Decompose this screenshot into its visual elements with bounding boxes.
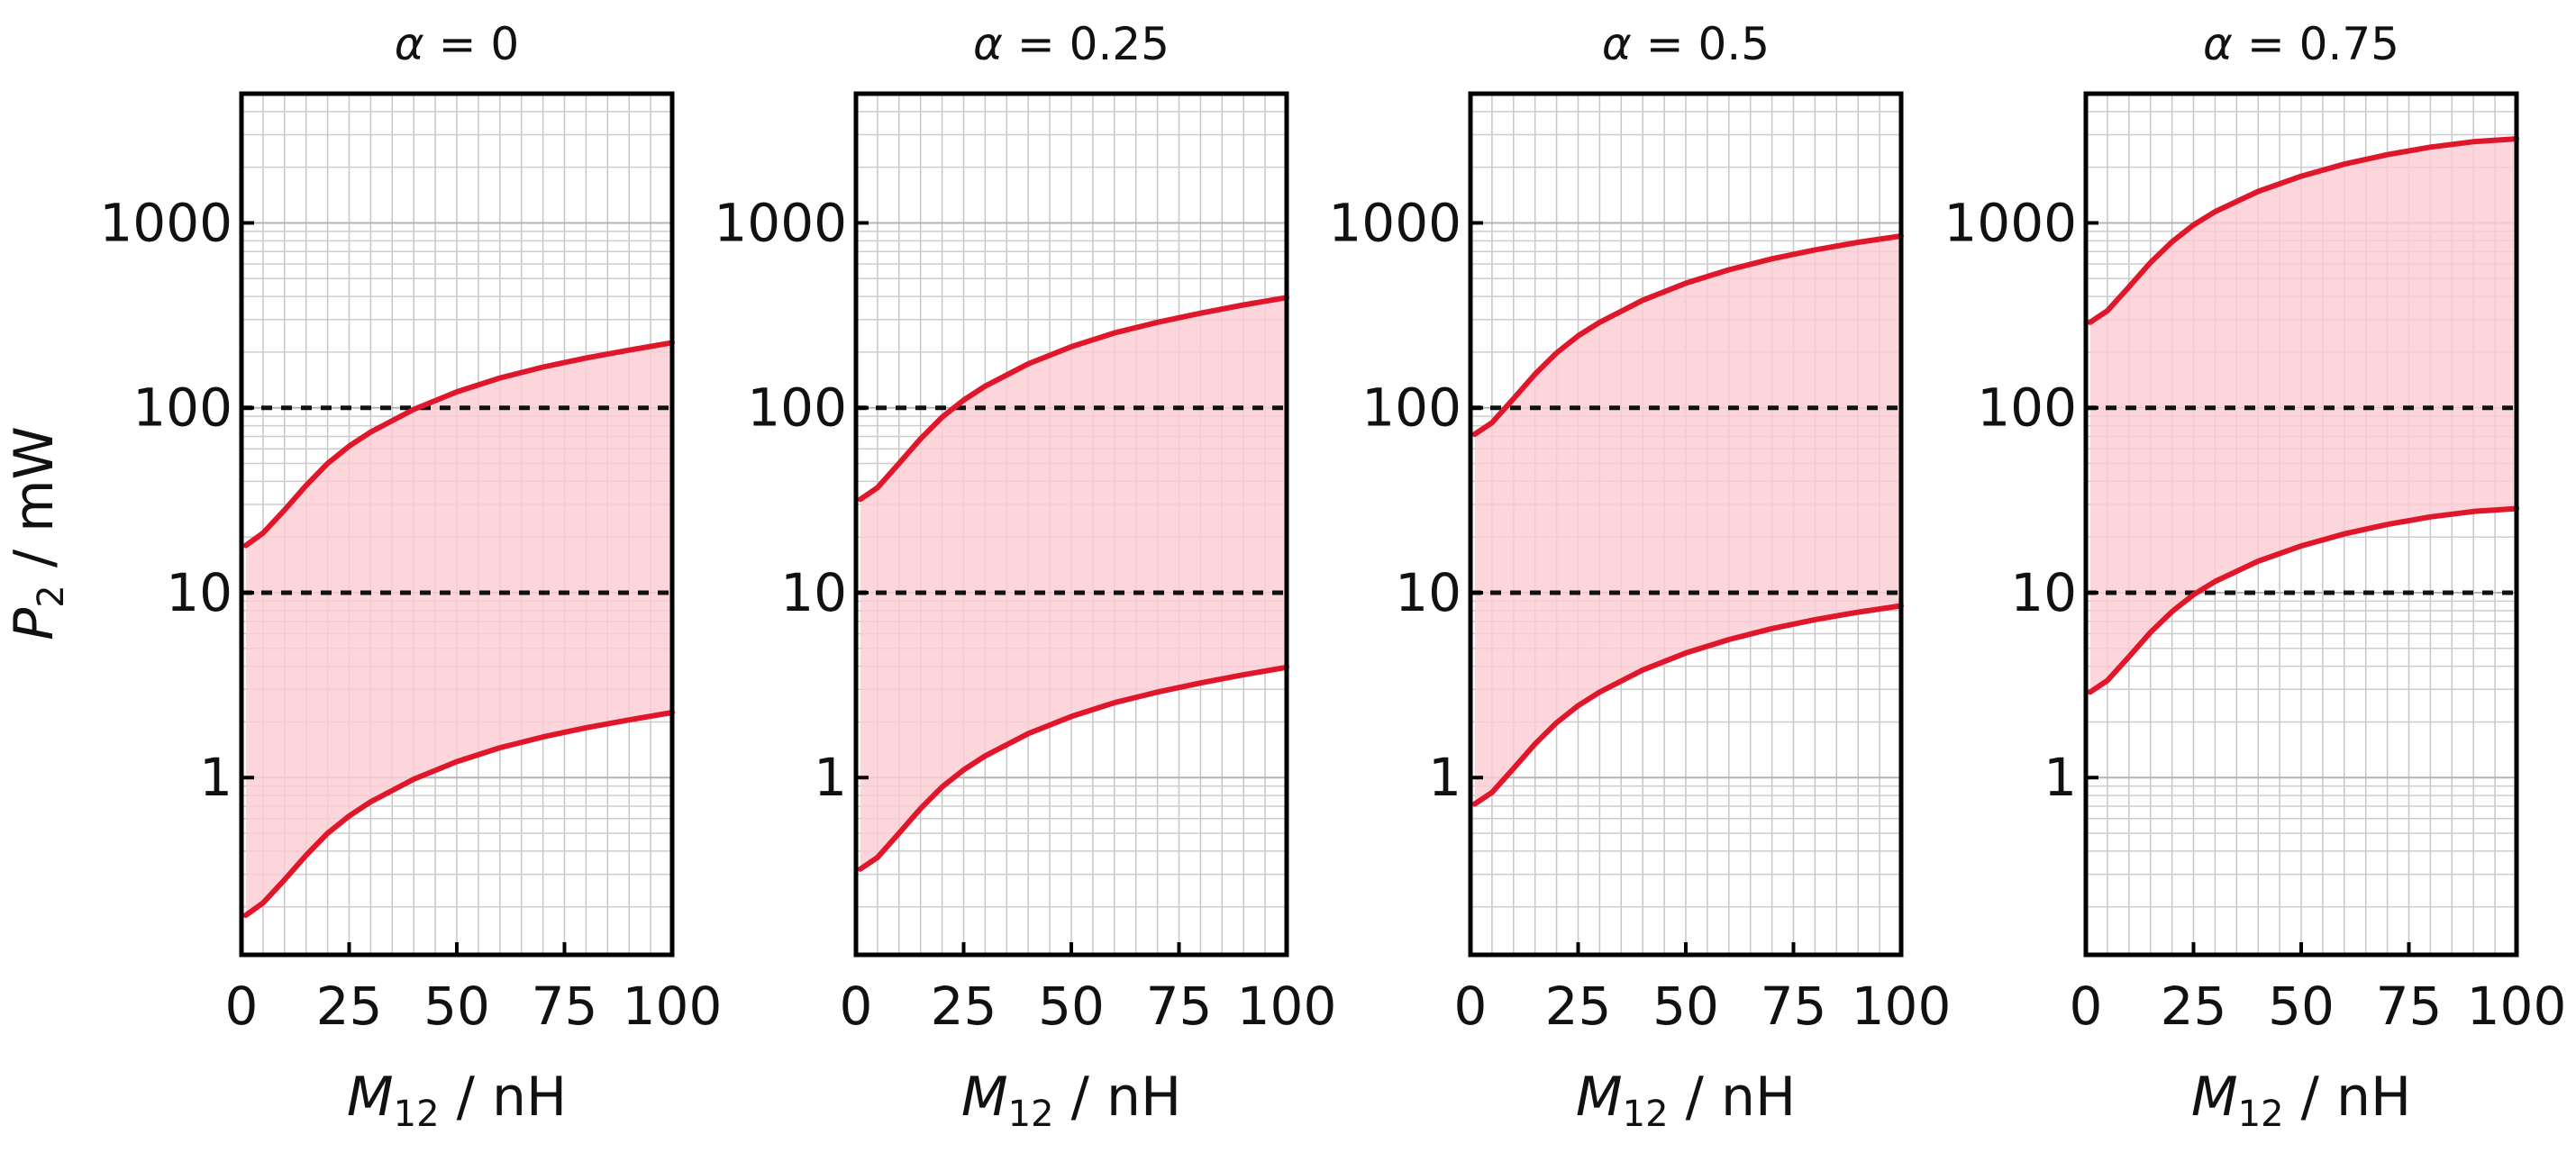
x-tick-label: 25 bbox=[931, 976, 997, 1037]
panel-2: 0 25 50 75 100 1 10 100 1000 α = 0.5 M12 / nH bbox=[1328, 18, 1951, 1135]
y-tick-label: 10 bbox=[780, 562, 847, 623]
y-tick-label: 1000 bbox=[1328, 192, 1461, 253]
y-tick-label: 100 bbox=[1977, 377, 2077, 439]
x-tick-label: 0 bbox=[1454, 976, 1488, 1037]
x-axis-label: M12 / nH bbox=[1576, 1066, 1796, 1135]
x-tick-label: 0 bbox=[225, 976, 259, 1037]
x-axis-label: M12 / nH bbox=[2191, 1066, 2411, 1135]
y-tick-label: 100 bbox=[132, 377, 232, 439]
x-tick-label: 50 bbox=[1652, 976, 1719, 1037]
panel-3: 0 25 50 75 100 1 10 100 1000 α = 0.75 M12 / nH bbox=[1943, 18, 2566, 1135]
x-tick-label: 100 bbox=[2467, 976, 2567, 1037]
x-tick-label: 75 bbox=[532, 976, 598, 1037]
series-line-lower bbox=[2087, 505, 2519, 695]
band-fill bbox=[245, 342, 672, 916]
x-tick-label: 75 bbox=[1146, 976, 1213, 1037]
y-tick-label: 10 bbox=[166, 562, 232, 623]
panel-0: 0 25 50 75 100 1 10 100 1000 α = 0 M12 / nH bbox=[99, 18, 722, 1135]
chart-title: α = 0.5 bbox=[1602, 18, 1770, 70]
x-tick-label: 0 bbox=[840, 976, 873, 1037]
band-fill bbox=[2089, 139, 2517, 693]
x-tick-label: 0 bbox=[2070, 976, 2103, 1037]
series-line-lower bbox=[1471, 603, 1904, 807]
y-tick-label: 1000 bbox=[1943, 192, 2077, 253]
x-tick-label: 100 bbox=[1237, 976, 1337, 1037]
y-tick-label: 1 bbox=[199, 747, 232, 808]
chart-title: α = 0 bbox=[395, 18, 519, 70]
y-tick-label: 1000 bbox=[99, 192, 232, 253]
x-tick-label: 75 bbox=[1761, 976, 1827, 1037]
y-tick-label: 10 bbox=[1395, 562, 1461, 623]
band-fill bbox=[1474, 236, 1901, 804]
series-line-upper bbox=[857, 295, 1289, 503]
x-tick-label: 75 bbox=[2376, 976, 2443, 1037]
x-axis-label: M12 / nH bbox=[347, 1066, 567, 1135]
figure-y-axis-label: P2 / mW bbox=[3, 426, 72, 640]
band-fill bbox=[860, 297, 1287, 869]
series-line-upper bbox=[2087, 136, 2519, 325]
panel-1: 0 25 50 75 100 1 10 100 1000 α = 0.25 M12 / nH bbox=[714, 18, 1336, 1135]
x-tick-label: 50 bbox=[423, 976, 490, 1037]
series-line-upper bbox=[242, 340, 675, 549]
y-tick-label: 1 bbox=[2044, 747, 2077, 808]
y-tick-label: 100 bbox=[1361, 377, 1461, 439]
series-line-upper bbox=[1471, 233, 1904, 437]
x-tick-label: 25 bbox=[2161, 976, 2227, 1037]
x-axis-label: M12 / nH bbox=[961, 1066, 1181, 1135]
chart-title: α = 0.75 bbox=[2203, 18, 2399, 70]
series-line-lower bbox=[242, 710, 675, 919]
x-tick-label: 50 bbox=[2268, 976, 2335, 1037]
series-line-lower bbox=[857, 664, 1289, 872]
y-tick-label: 100 bbox=[747, 377, 847, 439]
x-tick-label: 25 bbox=[1545, 976, 1612, 1037]
x-tick-label: 25 bbox=[316, 976, 383, 1037]
x-tick-label: 50 bbox=[1038, 976, 1105, 1037]
y-tick-label: 1000 bbox=[714, 192, 847, 253]
y-tick-label: 10 bbox=[2010, 562, 2077, 623]
y-tick-label: 1 bbox=[1428, 747, 1461, 808]
x-tick-label: 100 bbox=[623, 976, 723, 1037]
chart-title: α = 0.25 bbox=[973, 18, 1170, 70]
x-tick-label: 100 bbox=[1852, 976, 1952, 1037]
y-tick-label: 1 bbox=[814, 747, 847, 808]
